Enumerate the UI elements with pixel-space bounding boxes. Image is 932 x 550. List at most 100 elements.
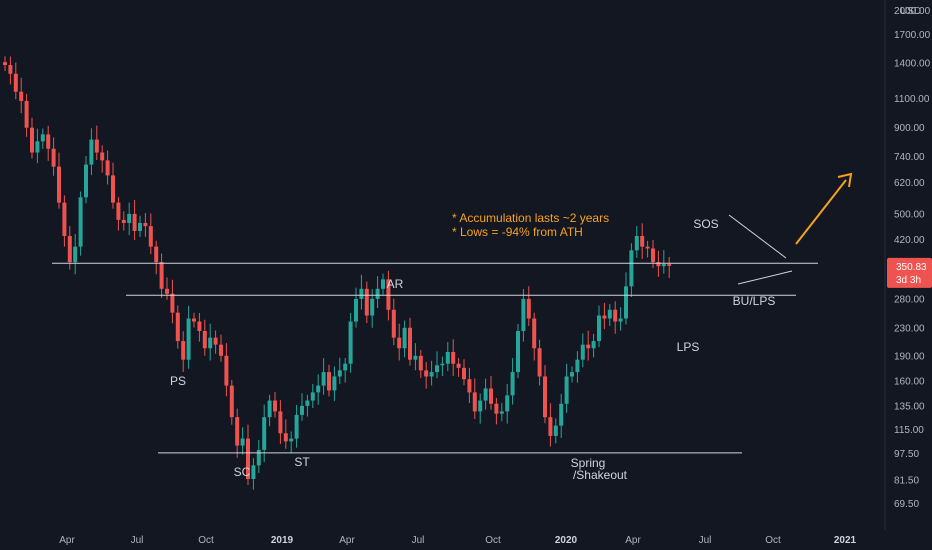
time-tick-label: Jul <box>699 535 712 546</box>
price-tick-label: 135.00 <box>894 401 925 412</box>
countdown-label: 3d 3h <box>896 275 921 286</box>
candle-body <box>73 246 78 263</box>
price-tag <box>887 257 932 288</box>
candle-body <box>521 298 526 331</box>
candle-body <box>300 405 304 415</box>
candle-body <box>580 344 585 360</box>
pennant-upper-line <box>728 214 787 259</box>
price-tick-label: 500.00 <box>894 209 925 220</box>
projection-arrow-head <box>837 172 853 188</box>
wyckoff-labels: PS SC ST AR Spring/Shakeout LPS SOS BU/LPS <box>170 217 775 482</box>
candle-body <box>489 388 493 404</box>
candle-body <box>348 321 353 364</box>
candle-body <box>13 73 18 92</box>
candle-body <box>111 175 115 203</box>
candle-body <box>262 417 267 450</box>
wyckoff-label: BU/LPS <box>733 294 776 308</box>
candle-body <box>391 309 396 338</box>
candle-body <box>553 425 558 436</box>
candle-body <box>208 337 213 349</box>
candle-body <box>364 288 369 316</box>
candle-body <box>526 298 531 319</box>
price-tick-label: 740.00 <box>894 152 925 163</box>
candle-body <box>402 327 407 349</box>
candle-body <box>359 288 364 299</box>
candle-body <box>564 376 569 404</box>
price-tick-label: 280.00 <box>894 294 925 305</box>
candle-body <box>624 286 628 319</box>
candle-body <box>532 318 537 349</box>
candle-body <box>440 363 445 366</box>
candle-body <box>202 330 207 349</box>
current-price-label: 350.83 <box>896 262 927 273</box>
wyckoff-label: LPS <box>677 340 700 354</box>
time-tick-label: 2020 <box>555 535 578 546</box>
price-tick-label: 900.00 <box>894 123 925 134</box>
support-resistance-lines <box>52 262 818 454</box>
candle-body <box>235 417 240 446</box>
time-tick-label: Apr <box>625 535 641 546</box>
candle-body <box>138 222 142 231</box>
candle-body <box>645 246 650 249</box>
candle-body <box>251 465 256 480</box>
candle-body <box>386 279 391 310</box>
candle-body <box>370 298 375 316</box>
price-tick-label: 420.00 <box>894 235 925 246</box>
candle-body <box>175 312 180 342</box>
candle-body <box>575 359 580 373</box>
candle-body <box>510 372 515 396</box>
currency-label: USD <box>900 6 921 17</box>
candle-body <box>543 376 547 418</box>
candle-body <box>548 417 553 436</box>
candle-body <box>165 288 169 294</box>
candle-body <box>30 127 34 153</box>
time-axis: Apr Jul Oct 2019 Apr Jul Oct 2020 Apr Jul Oct 2021 <box>59 535 856 546</box>
annotation-notes: * Accumulation lasts ~2 years* Lows = -9… <box>452 211 609 239</box>
projection-arrow-shaft <box>795 179 847 245</box>
time-tick-label: Oct <box>198 535 214 546</box>
candle-body <box>105 160 110 176</box>
candle-body <box>310 392 315 401</box>
candles <box>3 56 672 490</box>
candle-body <box>618 318 623 322</box>
price-tick-label: 115.00 <box>894 425 924 436</box>
price-tick-label: 160.00 <box>894 376 925 387</box>
price-tick-label: 1700.00 <box>894 30 931 41</box>
candle-body <box>327 372 331 391</box>
candle-body <box>57 166 61 203</box>
candle-body <box>121 219 126 223</box>
candle-body <box>132 213 137 231</box>
candle-body <box>467 379 472 393</box>
candle-body <box>294 414 299 439</box>
candle-body <box>607 309 612 319</box>
candle-body <box>456 363 461 368</box>
candle-body <box>651 248 655 263</box>
candle-body <box>397 337 402 349</box>
candle-body <box>343 363 348 371</box>
wyckoff-label: ST <box>294 455 310 469</box>
candle-body <box>321 372 326 386</box>
candle-body <box>100 152 105 161</box>
candle-body <box>219 344 223 356</box>
price-tick-label: 1100.00 <box>894 94 930 105</box>
candle-body <box>375 288 380 299</box>
candle-body <box>154 246 159 263</box>
wyckoff-label: /Shakeout <box>573 468 628 482</box>
candle-body <box>127 213 132 223</box>
candle-body <box>478 400 483 412</box>
candle-body <box>435 365 439 373</box>
candle-body <box>483 388 488 401</box>
candle-body <box>591 341 596 349</box>
candle-body <box>634 236 639 251</box>
price-tick-label: 69.50 <box>894 499 919 510</box>
candle-body <box>24 100 29 128</box>
candle-body <box>213 337 218 345</box>
candle-body <box>354 298 358 322</box>
candle-body <box>40 134 45 142</box>
candle-body <box>418 355 423 371</box>
candle-body <box>289 438 294 442</box>
candle-body <box>332 376 337 391</box>
candle-body <box>224 355 229 386</box>
candle-body <box>586 344 591 349</box>
